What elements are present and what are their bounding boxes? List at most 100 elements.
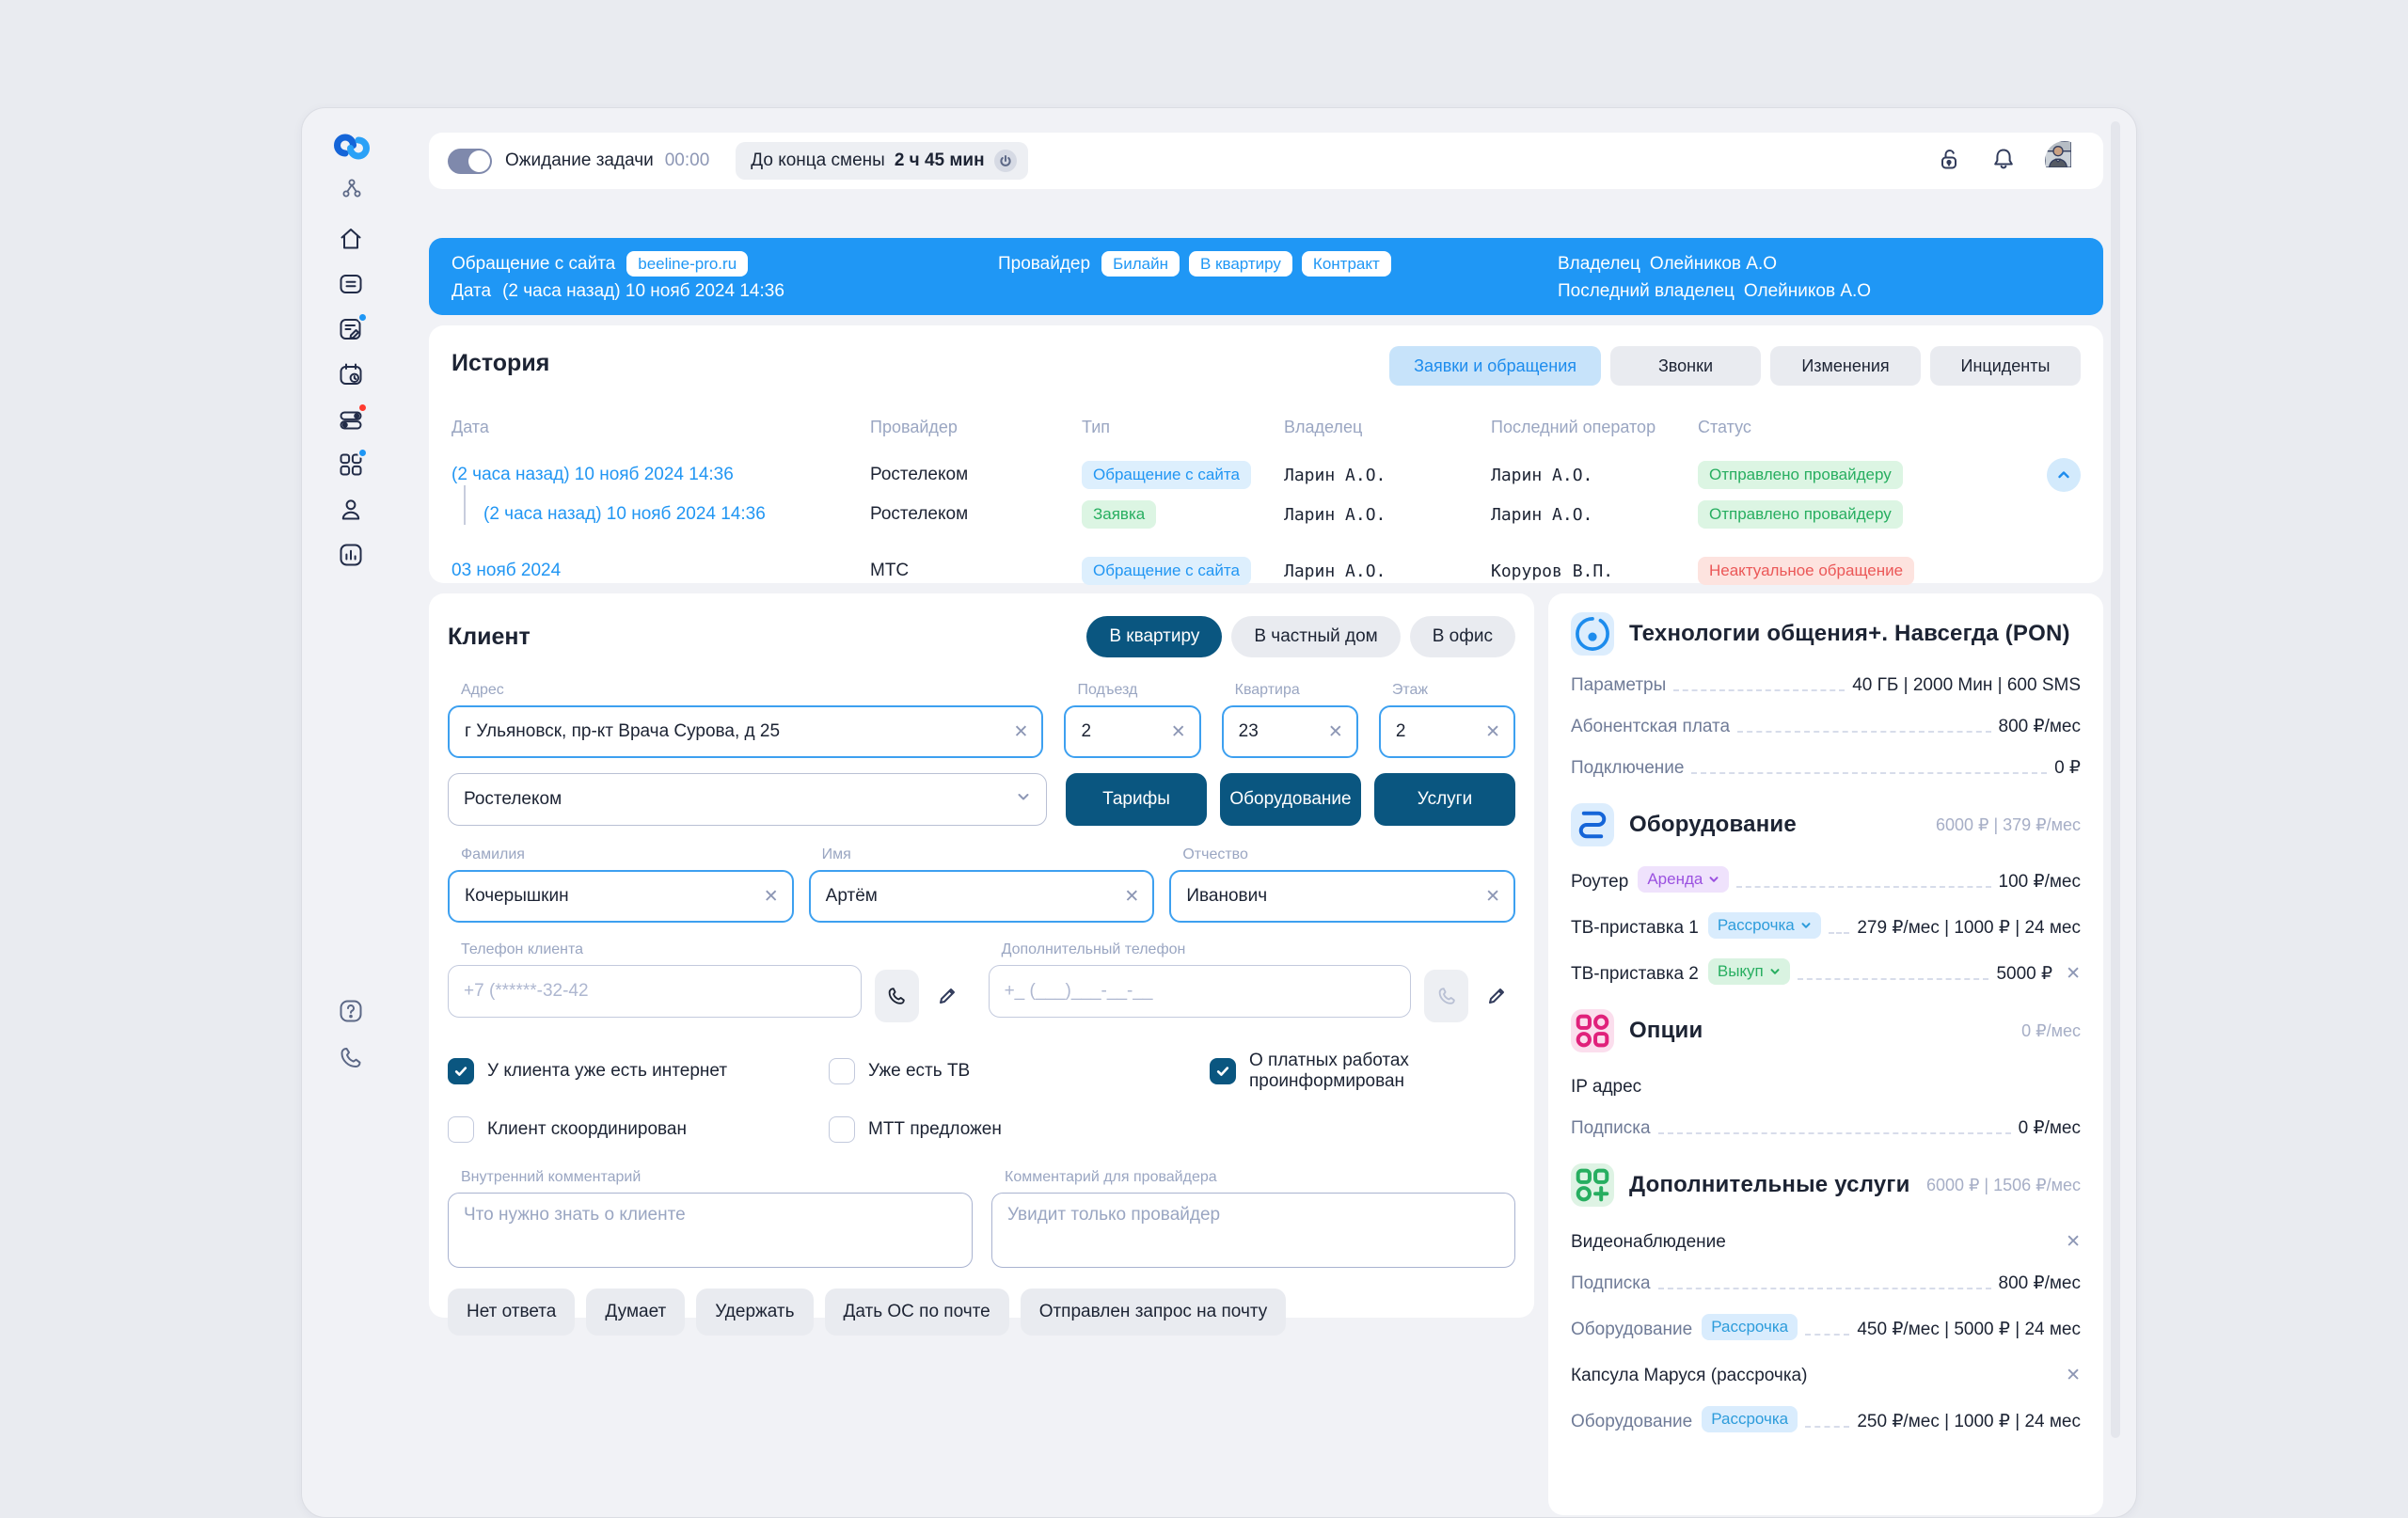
route-icon[interactable]: [341, 178, 362, 198]
clear-first-name-icon[interactable]: ✕: [1124, 886, 1140, 907]
apps-grid-icon[interactable]: [337, 448, 368, 479]
summary-row: Подписка 0 ₽/мес: [1571, 1117, 2081, 1139]
bell-icon[interactable]: [1990, 146, 2017, 177]
tab-изменения[interactable]: Изменения: [1770, 346, 1921, 386]
checkbox-о-платных-работах-проинформирован[interactable]: О платных работах проинформирован: [1210, 1051, 1515, 1092]
phone-icon[interactable]: [337, 1044, 365, 1072]
quick-action-отправлен-запрос-на-почту[interactable]: Отправлен запрос на почту: [1020, 1289, 1287, 1336]
waiting-timer: 00:00: [664, 150, 710, 170]
tab-заявки-и-обращения[interactable]: Заявки и обращения: [1389, 346, 1601, 386]
sliders-icon[interactable]: [337, 403, 368, 434]
lock-icon[interactable]: [1936, 146, 1962, 177]
sidebar: [302, 108, 400, 1517]
checkbox-unchecked[interactable]: [829, 1116, 855, 1143]
history-date-link[interactable]: 03 нояб 2024: [452, 561, 562, 580]
call-extra-phone-button[interactable]: [1424, 970, 1469, 1022]
help-icon[interactable]: [337, 997, 365, 1025]
client-title: Клиент: [448, 623, 531, 650]
checkbox-клиент-скоординирован[interactable]: Клиент скоординирован: [448, 1116, 829, 1143]
quick-action-удержать[interactable]: Удержать: [696, 1289, 814, 1336]
segment-в-офис[interactable]: В офис: [1409, 616, 1515, 657]
checkbox-unchecked[interactable]: [448, 1116, 474, 1143]
apartment-input[interactable]: 23 ✕: [1221, 705, 1358, 758]
status-badge: Отправлено провайдеру: [1698, 461, 1903, 489]
badge-рассрочка[interactable]: Рассрочка: [1702, 1314, 1798, 1340]
summary-row-label: Параметры: [1571, 675, 1667, 695]
home-icon[interactable]: [337, 225, 365, 253]
extra-phone-input[interactable]: +_ (___)___-__-__: [988, 965, 1412, 1018]
calendar-icon[interactable]: [337, 360, 365, 388]
clear-floor-icon[interactable]: ✕: [1485, 721, 1500, 742]
remove-icon[interactable]: ✕: [2066, 1232, 2081, 1252]
badge-аренда[interactable]: Аренда: [1638, 866, 1730, 893]
scrollbar[interactable]: [2111, 121, 2120, 1438]
app-logo[interactable]: [334, 129, 370, 165]
collapse-row-button[interactable]: [2047, 458, 2081, 492]
history-date-link[interactable]: (2 часа назад) 10 нояб 2024 14:36: [452, 485, 870, 525]
history-type-cell: Обращение с сайта: [1082, 557, 1284, 585]
услуги-button[interactable]: Услуги: [1374, 773, 1515, 826]
internal-comment-label: Внутренний комментарий: [461, 1169, 642, 1185]
clear-apartment-icon[interactable]: ✕: [1327, 721, 1343, 742]
segment-в-квартиру[interactable]: В квартиру: [1086, 616, 1223, 657]
checkbox-у-клиента-уже-есть-интернет[interactable]: У клиента уже есть интернет: [448, 1051, 829, 1092]
client-checkboxes: У клиента уже есть интернет Уже есть ТВ О …: [448, 1051, 1515, 1143]
avatar[interactable]: [2045, 141, 2084, 181]
badge-рассрочка[interactable]: Рассрочка: [1707, 912, 1821, 939]
provider-badge[interactable]: Контракт: [1301, 251, 1391, 277]
quick-action-думает[interactable]: Думает: [586, 1289, 686, 1336]
оборудование-button[interactable]: Оборудование: [1220, 773, 1361, 826]
badge-рассрочка[interactable]: Рассрочка: [1702, 1406, 1798, 1432]
service-group-name: Капсула Маруся (рассрочка) ✕: [1571, 1365, 2081, 1386]
edit-extra-phone-icon[interactable]: [1478, 970, 1515, 1022]
summary-item-name: ТВ-приставка 2: [1571, 964, 1699, 984]
remove-icon[interactable]: ✕: [2066, 1366, 2081, 1385]
provider-comment-textarea[interactable]: Увидит только провайдер: [991, 1193, 1515, 1268]
first-name-label: Имя: [821, 846, 851, 862]
тарифы-button[interactable]: Тарифы: [1066, 773, 1207, 826]
phone-input[interactable]: +7 (******-32-42: [448, 965, 862, 1018]
internal-comment-textarea[interactable]: Что нужно знать о клиенте: [448, 1193, 973, 1268]
clear-last-name-icon[interactable]: ✕: [763, 886, 779, 907]
stats-icon[interactable]: [337, 541, 365, 569]
provider-badge[interactable]: В квартиру: [1189, 251, 1292, 277]
shift-exit-icon[interactable]: [993, 150, 1017, 172]
address-input[interactable]: г Ульяновск, пр-кт Врача Сурова, д 25 ✕: [448, 705, 1044, 758]
chat-icon[interactable]: [337, 270, 365, 298]
checkbox-уже-есть-тв[interactable]: Уже есть ТВ: [829, 1051, 1210, 1092]
quick-action-нет-ответа[interactable]: Нет ответа: [448, 1289, 576, 1336]
tab-звонки[interactable]: Звонки: [1610, 346, 1761, 386]
column-header: Владелец: [1284, 418, 1363, 436]
middle-name-input[interactable]: Иванович ✕: [1169, 870, 1516, 923]
banner-source-badge[interactable]: beeline-pro.ru: [626, 251, 749, 277]
user-icon[interactable]: [337, 496, 365, 524]
service-name: IP адрес: [1571, 1077, 1642, 1097]
summary-row-label: Оборудование: [1571, 1412, 1693, 1431]
call-phone-button[interactable]: [874, 970, 920, 1022]
edit-phone-icon[interactable]: [928, 970, 966, 1022]
checkbox-checked[interactable]: [448, 1058, 474, 1084]
segment-в-частный-дом[interactable]: В частный дом: [1231, 616, 1401, 657]
shift-chip[interactable]: До конца смены 2 ч 45 мин: [736, 142, 1028, 180]
clear-middle-name-icon[interactable]: ✕: [1485, 886, 1501, 907]
history-date-link[interactable]: (2 часа назад) 10 нояб 2024 14:36: [452, 465, 734, 484]
clear-entrance-icon[interactable]: ✕: [1170, 721, 1186, 742]
checkbox-мтт-предложен[interactable]: МТТ предложен: [829, 1116, 1210, 1143]
floor-input[interactable]: 2 ✕: [1378, 705, 1515, 758]
table-row: (2 часа назад) 10 нояб 2024 14:36 Ростеле…: [452, 485, 2081, 530]
last-name-input[interactable]: Кочерышкин ✕: [448, 870, 794, 923]
first-name-input[interactable]: Артём ✕: [808, 870, 1155, 923]
checkbox-unchecked[interactable]: [829, 1058, 855, 1084]
provider-select[interactable]: Ростелеком: [448, 773, 1047, 826]
quick-action-дать-ос-по-почте[interactable]: Дать ОС по почте: [824, 1289, 1009, 1336]
waiting-toggle[interactable]: [448, 148, 492, 174]
note-edit-icon[interactable]: [337, 312, 368, 343]
options-icon: [1571, 1009, 1614, 1052]
checkbox-checked[interactable]: [1210, 1058, 1236, 1084]
entrance-input[interactable]: 2 ✕: [1064, 705, 1201, 758]
tab-инциденты[interactable]: Инциденты: [1930, 346, 2081, 386]
clear-address-icon[interactable]: ✕: [1013, 721, 1029, 742]
provider-badge[interactable]: Билайн: [1101, 251, 1180, 277]
remove-icon[interactable]: ✕: [2066, 964, 2081, 984]
badge-выкуп[interactable]: Выкуп: [1707, 958, 1790, 985]
